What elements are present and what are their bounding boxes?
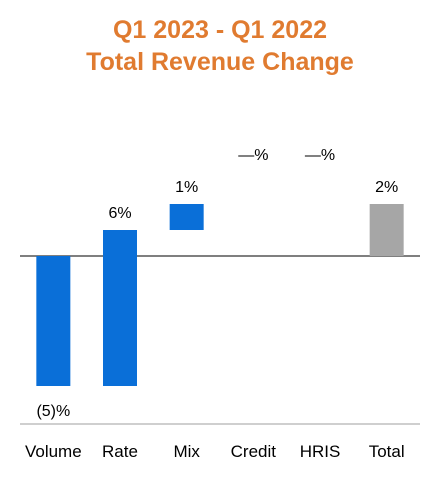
category-label-total: Total: [369, 442, 405, 461]
data-label-hris: —%: [305, 147, 335, 164]
data-label-rate: 6%: [108, 205, 131, 222]
chart-subtitle: Total Revenue Change: [86, 48, 354, 76]
category-label-hris: HRIS: [300, 442, 341, 461]
data-label-volume: (5)%: [36, 403, 70, 420]
category-label-volume: Volume: [25, 442, 82, 461]
category-label-credit: Credit: [231, 442, 277, 461]
bar-rate: [103, 230, 137, 386]
data-label-mix: 1%: [175, 179, 198, 196]
bar-volume: [36, 256, 71, 386]
bar-mix: [169, 204, 204, 230]
category-label-rate: Rate: [102, 442, 138, 461]
chart-title: Q1 2023 - Q1 2022: [112, 16, 328, 44]
data-label-total: 2%: [375, 179, 398, 196]
data-label-credit: —%: [238, 147, 268, 164]
category-label-mix: Mix: [173, 442, 200, 461]
bar-total: [369, 204, 404, 256]
